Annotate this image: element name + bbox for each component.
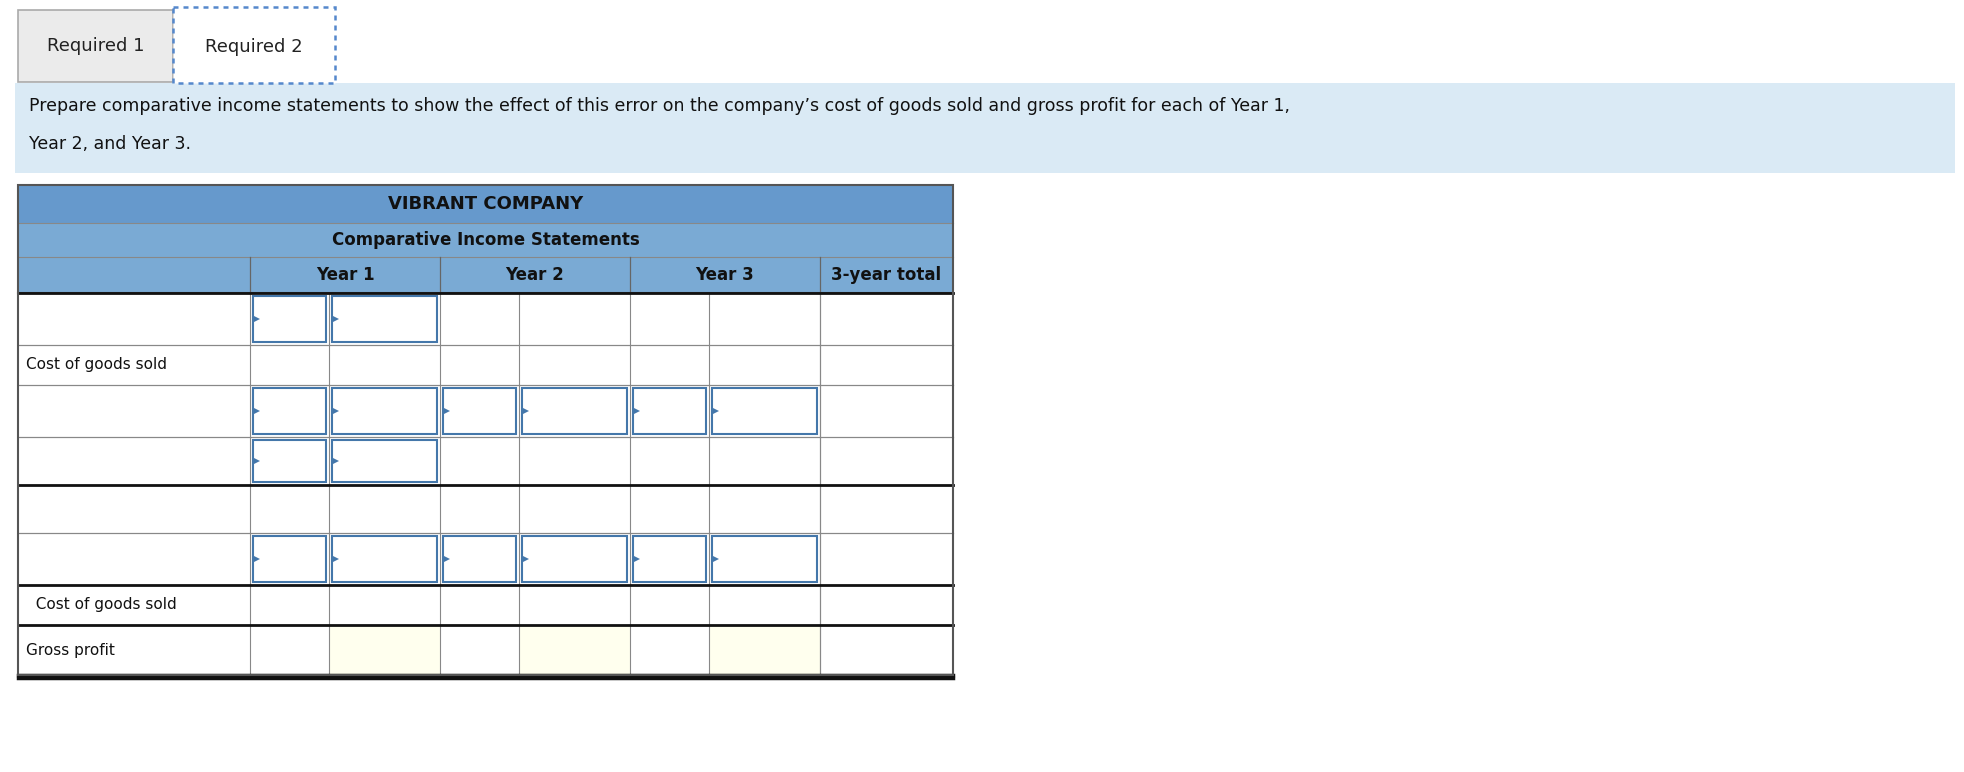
Polygon shape <box>713 556 719 563</box>
Bar <box>253 536 326 582</box>
Bar <box>253 440 326 482</box>
Polygon shape <box>632 408 640 415</box>
Bar <box>713 388 817 434</box>
Bar <box>18 345 953 385</box>
Bar <box>522 388 627 434</box>
Bar <box>330 625 440 675</box>
Bar <box>18 185 953 223</box>
Polygon shape <box>522 556 528 563</box>
Bar <box>444 388 517 434</box>
Bar <box>332 440 438 482</box>
Bar <box>709 625 821 675</box>
Bar <box>18 185 953 675</box>
Bar <box>173 7 336 83</box>
Polygon shape <box>444 408 450 415</box>
Text: Required 2: Required 2 <box>204 38 302 56</box>
Text: Comparative Income Statements: Comparative Income Statements <box>332 231 640 249</box>
Polygon shape <box>332 556 340 563</box>
Bar <box>18 625 953 675</box>
Polygon shape <box>713 408 719 415</box>
Text: Year 2, and Year 3.: Year 2, and Year 3. <box>29 135 191 153</box>
Polygon shape <box>522 408 528 415</box>
Bar <box>632 388 705 434</box>
Bar <box>253 388 326 434</box>
Bar <box>332 388 438 434</box>
Bar <box>18 385 953 437</box>
Text: Prepare comparative income statements to show the effect of this error on the co: Prepare comparative income statements to… <box>29 97 1290 115</box>
Polygon shape <box>332 458 340 465</box>
Polygon shape <box>332 316 340 323</box>
Bar <box>518 625 630 675</box>
Polygon shape <box>253 556 259 563</box>
Bar <box>18 533 953 585</box>
Bar <box>444 536 517 582</box>
Bar <box>18 257 953 293</box>
Text: Cost of goods sold: Cost of goods sold <box>26 598 177 612</box>
Bar <box>332 536 438 582</box>
Bar <box>522 536 627 582</box>
Polygon shape <box>632 556 640 563</box>
Text: Gross profit: Gross profit <box>26 642 114 658</box>
Text: VIBRANT COMPANY: VIBRANT COMPANY <box>387 195 583 213</box>
Text: Required 1: Required 1 <box>47 37 143 55</box>
Bar <box>16 83 1954 173</box>
Bar <box>18 585 953 625</box>
Bar <box>18 223 953 257</box>
Polygon shape <box>253 316 259 323</box>
Bar <box>18 437 953 485</box>
Polygon shape <box>332 408 340 415</box>
Bar <box>713 536 817 582</box>
Text: Year 2: Year 2 <box>505 266 564 284</box>
Bar <box>632 536 705 582</box>
Bar <box>18 293 953 345</box>
Text: Year 1: Year 1 <box>316 266 375 284</box>
Polygon shape <box>253 408 259 415</box>
Text: Year 3: Year 3 <box>695 266 754 284</box>
Polygon shape <box>444 556 450 563</box>
Text: Cost of goods sold: Cost of goods sold <box>26 357 167 373</box>
Bar <box>18 485 953 533</box>
Bar <box>18 10 173 82</box>
Text: 3-year total: 3-year total <box>831 266 941 284</box>
Bar <box>253 296 326 342</box>
Bar <box>332 296 438 342</box>
Polygon shape <box>253 458 259 465</box>
